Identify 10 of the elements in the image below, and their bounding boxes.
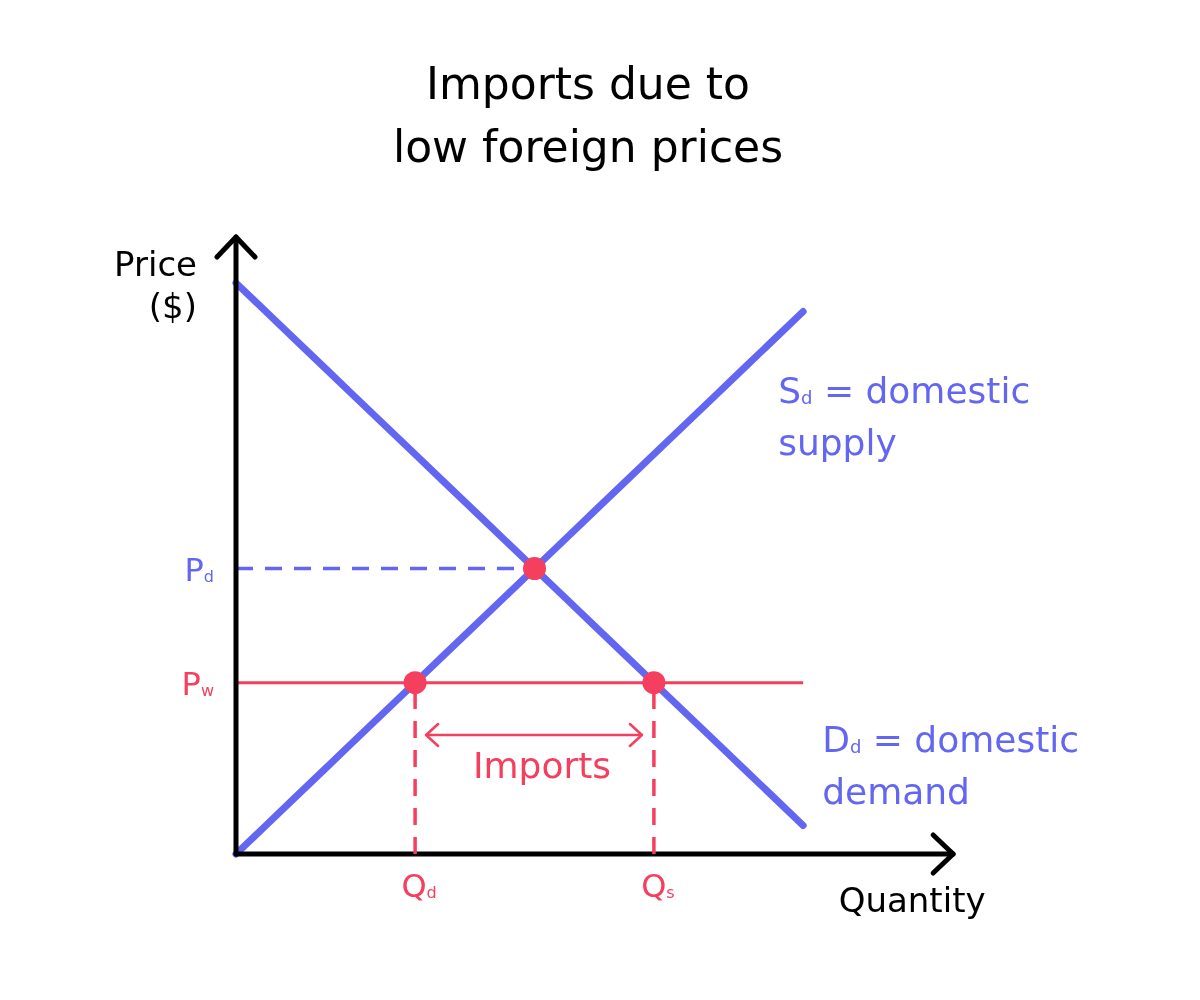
x-tick-label: Qd bbox=[401, 867, 437, 905]
annotation: Imports bbox=[472, 745, 612, 786]
ref-line-label: Pd bbox=[184, 550, 214, 589]
series-label: Sd = domestic supply bbox=[778, 369, 1031, 463]
ref-line-label: Pw bbox=[181, 664, 214, 703]
y-axis-title: Price ($) bbox=[114, 244, 197, 326]
x-tick-label: Qs bbox=[641, 867, 675, 905]
x-axis-title: Quantity bbox=[838, 880, 986, 920]
chart-title: Imports due to low foreign prices bbox=[392, 58, 784, 172]
series-label: Dd = domestic demand bbox=[822, 719, 1080, 813]
